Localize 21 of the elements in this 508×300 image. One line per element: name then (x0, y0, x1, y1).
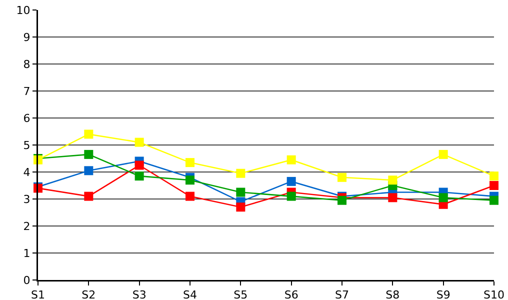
y-tick-label: 2 (23, 220, 30, 233)
y-tick-label: 9 (23, 30, 30, 44)
x-tick-label: S8 (386, 288, 400, 300)
x-tick-label: S1 (31, 288, 45, 300)
y-tick-label: 8 (23, 58, 30, 71)
y-tick-label: 4 (23, 166, 30, 179)
x-tick-label: S2 (82, 288, 96, 300)
y-tick-label: 7 (23, 84, 30, 98)
x-tick-label: S9 (436, 288, 450, 300)
y-tick-label: 6 (23, 112, 30, 125)
x-tick-label: S3 (132, 288, 146, 300)
y-tick-label: 0 (23, 274, 30, 287)
y-tick-label: 5 (23, 138, 30, 152)
y-tick-label: 10 (16, 4, 30, 17)
x-tick-label: S10 (484, 288, 504, 300)
x-tick-label: S7 (335, 288, 349, 300)
x-tick-label: S6 (284, 288, 298, 300)
x-tick-label: S5 (234, 288, 248, 300)
x-tick-label: S4 (183, 288, 197, 300)
y-tick-label: 3 (23, 192, 30, 206)
y-tick-label: 1 (23, 246, 30, 260)
